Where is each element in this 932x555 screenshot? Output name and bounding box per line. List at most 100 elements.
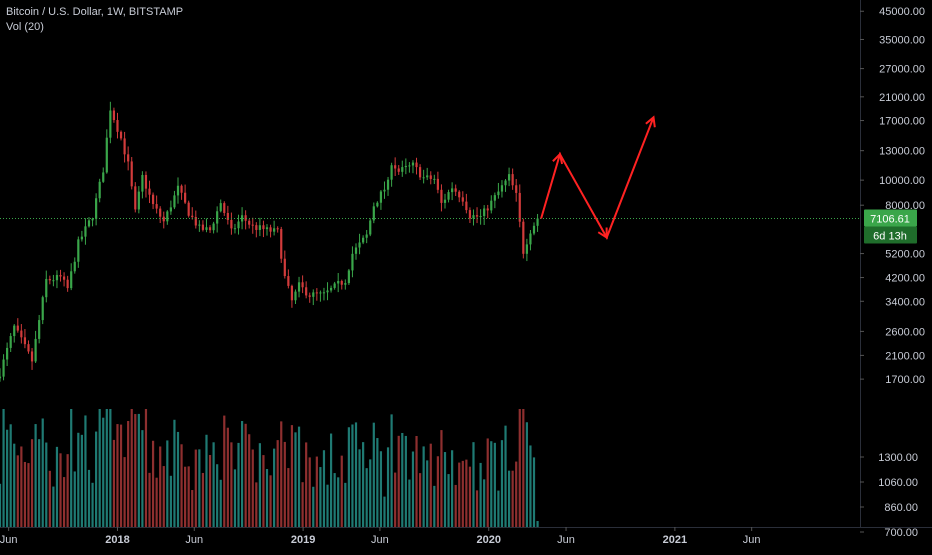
candle-52 (184, 184, 187, 205)
volume-bar-64 (226, 427, 229, 527)
candle-body (127, 154, 130, 162)
candle-body (45, 278, 48, 298)
candle-body (212, 223, 215, 231)
volume-bar-123 (436, 456, 439, 527)
projection-drawing[interactable] (540, 115, 656, 240)
volume-bar-16 (55, 446, 59, 527)
volume-bar-141 (500, 440, 504, 527)
candle-body (91, 218, 94, 221)
candle-17 (59, 269, 62, 282)
price-tick-label: 1700.00 (885, 374, 925, 386)
candle-72 (255, 222, 258, 238)
volume-bar-14 (48, 470, 51, 527)
candle-body (248, 220, 251, 225)
candle-127 (451, 182, 454, 201)
volume-bar-66 (233, 469, 237, 527)
volume-bar-23 (80, 434, 83, 527)
candle-body (159, 208, 162, 217)
candle-body (137, 191, 140, 210)
candle-body (305, 287, 308, 296)
volume-bar-40 (141, 430, 144, 527)
volume-bar-127 (451, 450, 454, 527)
candle-96 (340, 279, 343, 290)
volume-bar-146 (518, 409, 521, 527)
projection-arrowhead-down (597, 227, 608, 240)
volume-indicator-label[interactable]: Vol (20) (6, 21, 44, 33)
volume-bar-86 (305, 442, 308, 527)
candle-43 (151, 192, 155, 210)
volume-bar-139 (493, 442, 496, 527)
candle-body (70, 271, 73, 289)
candle-body (255, 225, 258, 230)
candle-32 (112, 107, 116, 123)
candle-body (493, 195, 496, 201)
candle-125 (443, 193, 447, 209)
candle-8 (27, 340, 30, 354)
time-axis[interactable]: Jun 2018 Jun 2019 Jun 2020 Jun 2021 Jun (0, 527, 761, 546)
volume-bar-90 (319, 467, 322, 527)
candle-89 (315, 288, 318, 301)
candle-body (191, 215, 194, 217)
candle-body (151, 194, 155, 205)
candle-54 (191, 207, 194, 220)
candle-body (532, 225, 536, 234)
candle-body (198, 224, 201, 226)
volume-bar-58 (205, 434, 208, 527)
volume-bar-5 (16, 455, 19, 527)
candle-body (322, 292, 326, 294)
candle-body (297, 282, 301, 292)
candle-109 (386, 176, 390, 196)
candle-body (0, 376, 2, 379)
volume-bar-68 (240, 421, 244, 527)
candle-58 (205, 218, 208, 233)
volume-bar-118 (418, 473, 422, 527)
candle-body (376, 202, 379, 207)
candle-118 (418, 164, 422, 181)
price-tick-label: 2600.00 (885, 326, 925, 338)
symbol-title[interactable]: Bitcoin / U.S. Dollar, 1W, BITSTAMP (6, 6, 184, 18)
volume-bar-81 (287, 468, 290, 527)
volume-bar-62 (219, 479, 222, 527)
price-tick-label: 17000.00 (879, 116, 925, 128)
candle-body (166, 211, 169, 222)
volume-bar-125 (443, 452, 447, 527)
candle-31 (109, 101, 112, 144)
candle-26 (91, 217, 94, 227)
candle-19 (66, 275, 69, 292)
volume-bar-88 (312, 486, 315, 527)
candle-40 (141, 171, 144, 199)
candle-body (194, 216, 197, 226)
candle-139 (493, 192, 496, 209)
volume-bar-25 (87, 469, 91, 527)
last-price-box (864, 209, 917, 227)
candle-38 (134, 182, 137, 213)
candle-113 (401, 160, 404, 177)
candle-body (276, 228, 279, 230)
candle-15 (52, 274, 55, 287)
volume-bar-129 (458, 462, 461, 527)
candlestick-series (0, 101, 539, 382)
candle-20 (70, 263, 73, 291)
candle-body (216, 211, 219, 224)
projection-path[interactable] (540, 116, 655, 240)
projection-arrowhead-up (552, 152, 564, 165)
candle-79 (280, 226, 283, 263)
candle-body (73, 261, 76, 272)
candle-body (383, 189, 386, 192)
volume-bar-28 (98, 409, 101, 527)
candle-body (433, 178, 436, 180)
volume-bar-116 (411, 451, 415, 527)
candle-body (20, 330, 23, 338)
candle-body (180, 185, 183, 193)
volume-bar-105 (372, 422, 375, 527)
candle-body (454, 188, 457, 192)
volume-bar-143 (507, 470, 511, 527)
price-axis[interactable]: 45000.00 35000.00 27000.00 21000.00 17000.00… (860, 6, 925, 539)
volume-bar-84 (297, 426, 301, 527)
candle-body (280, 229, 283, 259)
volume-bar-95 (337, 477, 340, 527)
volume-bar-133 (472, 442, 475, 527)
candle-41 (144, 171, 148, 198)
